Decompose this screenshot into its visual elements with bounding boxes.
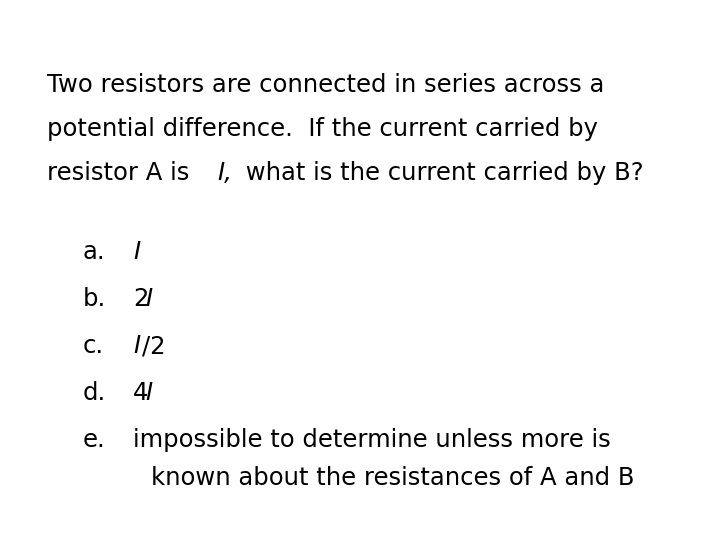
Text: /2: /2 [142, 334, 165, 358]
Text: Two resistors are connected in series across a: Two resistors are connected in series ac… [47, 73, 604, 97]
Text: impossible to determine unless more is: impossible to determine unless more is [133, 428, 611, 452]
Text: resistor A is: resistor A is [47, 161, 197, 185]
Text: what is the current carried by B?: what is the current carried by B? [238, 161, 643, 185]
Text: 4: 4 [133, 381, 148, 405]
Text: I: I [145, 381, 153, 405]
Text: e.: e. [83, 428, 106, 452]
Text: b.: b. [83, 287, 106, 311]
Text: I: I [145, 287, 153, 311]
Text: potential difference.  If the current carried by: potential difference. If the current car… [47, 117, 598, 141]
Text: d.: d. [83, 381, 106, 405]
Text: I,: I, [217, 161, 232, 185]
Text: I: I [133, 334, 140, 358]
Text: c.: c. [83, 334, 104, 358]
Text: a.: a. [83, 240, 105, 264]
Text: 2: 2 [133, 287, 148, 311]
Text: I: I [133, 240, 140, 264]
Text: known about the resistances of A and B: known about the resistances of A and B [151, 466, 635, 490]
